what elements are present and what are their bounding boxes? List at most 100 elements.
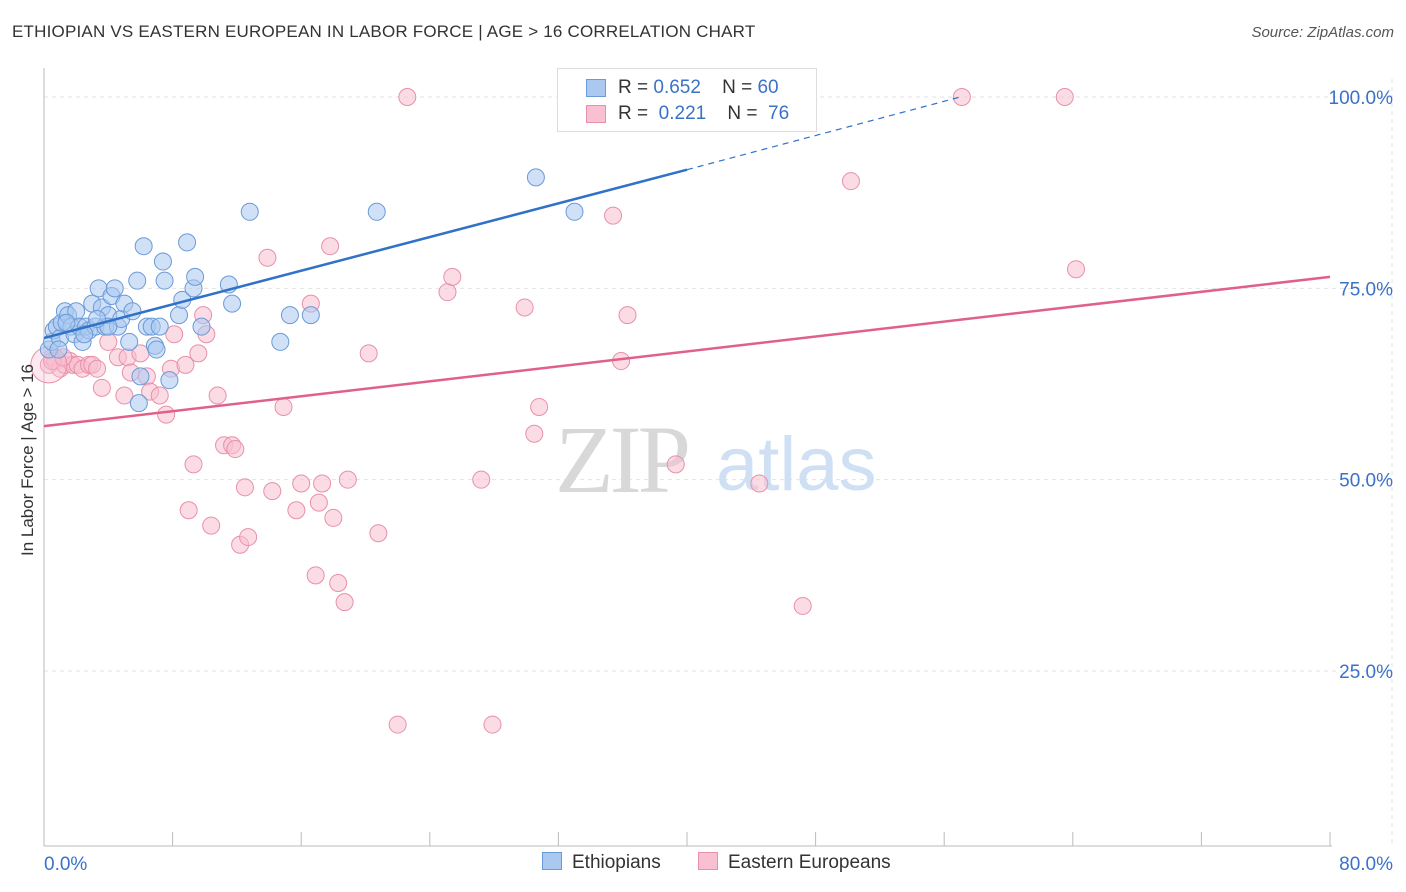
data-point-eastern-european bbox=[841, 172, 860, 191]
bottom-legend-label: Ethiopians bbox=[572, 852, 661, 873]
data-point-eastern-european bbox=[176, 355, 195, 374]
data-point-eastern-european bbox=[321, 237, 340, 256]
data-point-ethiopian bbox=[153, 252, 172, 271]
data-point-eastern-european bbox=[335, 593, 354, 612]
data-point-eastern-european bbox=[443, 267, 462, 286]
trend-line-ethiopians-extension bbox=[686, 96, 961, 171]
data-point-ethiopian bbox=[178, 233, 197, 252]
data-point-ethiopian bbox=[301, 306, 320, 325]
data-point-eastern-european bbox=[329, 573, 348, 592]
data-point-ethiopian bbox=[150, 317, 169, 336]
data-point-eastern-european bbox=[793, 596, 812, 615]
data-point-eastern-european bbox=[157, 405, 176, 424]
watermark-atlas: atlas bbox=[716, 422, 877, 507]
data-point-eastern-european bbox=[472, 470, 491, 489]
data-point-ethiopian bbox=[134, 237, 153, 256]
data-point-eastern-european bbox=[202, 516, 221, 535]
data-point-eastern-european bbox=[306, 566, 325, 585]
y-tick-label: 75.0% bbox=[1339, 279, 1393, 300]
data-point-eastern-european bbox=[292, 474, 311, 493]
data-point-ethiopian bbox=[57, 313, 76, 332]
data-point-eastern-european bbox=[165, 325, 184, 344]
data-point-eastern-european bbox=[226, 440, 245, 459]
y-tick-label: 25.0% bbox=[1339, 662, 1393, 683]
legend-swatch-pink bbox=[586, 105, 606, 123]
data-point-ethiopian bbox=[271, 332, 290, 351]
data-point-ethiopian bbox=[223, 294, 242, 313]
n-value: 76 bbox=[768, 103, 790, 124]
r-value: 0.221 bbox=[658, 103, 707, 124]
data-point-ethiopian bbox=[280, 306, 299, 325]
data-point-eastern-european bbox=[235, 478, 254, 497]
data-point-ethiopian bbox=[240, 202, 259, 221]
data-point-eastern-european bbox=[398, 88, 417, 106]
data-point-eastern-european bbox=[359, 344, 378, 363]
data-point-ethiopian bbox=[367, 202, 386, 221]
data-point-ethiopian bbox=[120, 332, 139, 351]
data-point-ethiopian bbox=[105, 279, 124, 298]
data-point-eastern-european bbox=[618, 306, 637, 325]
bottom-legend-eastern-europeans[interactable]: Eastern Europeans bbox=[698, 852, 891, 876]
data-point-eastern-european bbox=[515, 298, 534, 317]
data-point-ethiopian bbox=[160, 371, 179, 390]
n-label: N = bbox=[727, 103, 758, 124]
data-point-eastern-european bbox=[92, 378, 111, 397]
bottom-legend-swatch-blue bbox=[542, 852, 562, 870]
r-label: R = bbox=[618, 77, 649, 98]
data-point-eastern-european bbox=[150, 386, 169, 405]
x-tick-labels: 0.0% 80.0% bbox=[44, 854, 1393, 875]
data-point-ethiopian bbox=[49, 340, 68, 359]
data-point-eastern-european bbox=[208, 386, 227, 405]
data-point-eastern-european bbox=[388, 715, 407, 734]
data-point-eastern-european bbox=[1067, 260, 1086, 279]
data-point-ethiopian bbox=[170, 306, 189, 325]
watermark: ZIP atlas bbox=[555, 406, 877, 513]
legend-swatch-blue bbox=[586, 79, 606, 97]
data-point-eastern-european bbox=[239, 528, 258, 547]
data-point-ethiopian bbox=[75, 325, 94, 344]
data-point-eastern-european bbox=[309, 493, 328, 512]
data-point-eastern-european bbox=[369, 524, 388, 543]
data-point-eastern-european bbox=[263, 482, 282, 501]
legend-text: R = 0.221 N = 76 bbox=[618, 103, 789, 125]
data-point-eastern-european bbox=[604, 206, 623, 225]
data-point-ethiopian bbox=[147, 340, 166, 359]
y-tick-labels: 25.0% 50.0% 75.0% 100.0% bbox=[1329, 88, 1394, 683]
data-point-ethiopian bbox=[155, 271, 174, 290]
r-label: R = bbox=[618, 103, 649, 124]
data-point-eastern-european bbox=[88, 359, 107, 378]
n-label: N = bbox=[722, 77, 753, 98]
data-point-eastern-european bbox=[184, 455, 203, 474]
data-point-eastern-european bbox=[115, 386, 134, 405]
data-point-eastern-european bbox=[99, 332, 118, 351]
trend-lines bbox=[43, 96, 1331, 428]
bottom-legend-ethiopians[interactable]: Ethiopians bbox=[542, 852, 661, 876]
data-point-eastern-european bbox=[483, 715, 502, 734]
data-point-eastern-european bbox=[179, 501, 198, 520]
data-point-eastern-european bbox=[313, 474, 332, 493]
data-point-eastern-european bbox=[666, 455, 685, 474]
chart-title: ETHIOPIAN VS EASTERN EUROPEAN IN LABOR F… bbox=[12, 22, 756, 41]
y-tick-label: 100.0% bbox=[1329, 88, 1394, 109]
source-label: Source: ZipAtlas.com bbox=[1251, 24, 1394, 41]
axes bbox=[43, 68, 1332, 847]
data-point-ethiopian bbox=[129, 394, 148, 413]
data-point-ethiopian bbox=[131, 367, 150, 386]
data-point-ethiopian bbox=[186, 267, 205, 286]
series-eastern-europeans bbox=[30, 88, 1086, 734]
watermark-zip: ZIP bbox=[555, 406, 688, 513]
legend-text: R = 0.652 N = 60 bbox=[618, 77, 779, 99]
data-point-ethiopian bbox=[128, 271, 147, 290]
data-point-eastern-european bbox=[287, 501, 306, 520]
x-tick-label-min: 0.0% bbox=[44, 854, 87, 875]
data-point-eastern-european bbox=[258, 248, 277, 267]
data-point-ethiopian bbox=[565, 202, 584, 221]
data-point-eastern-european bbox=[338, 470, 357, 489]
data-point-eastern-european bbox=[750, 474, 769, 493]
data-point-eastern-european bbox=[530, 397, 549, 416]
data-point-ethiopian bbox=[192, 317, 211, 336]
data-point-eastern-european bbox=[274, 397, 293, 416]
data-point-eastern-european bbox=[438, 283, 457, 302]
grid-lines bbox=[44, 79, 1393, 846]
